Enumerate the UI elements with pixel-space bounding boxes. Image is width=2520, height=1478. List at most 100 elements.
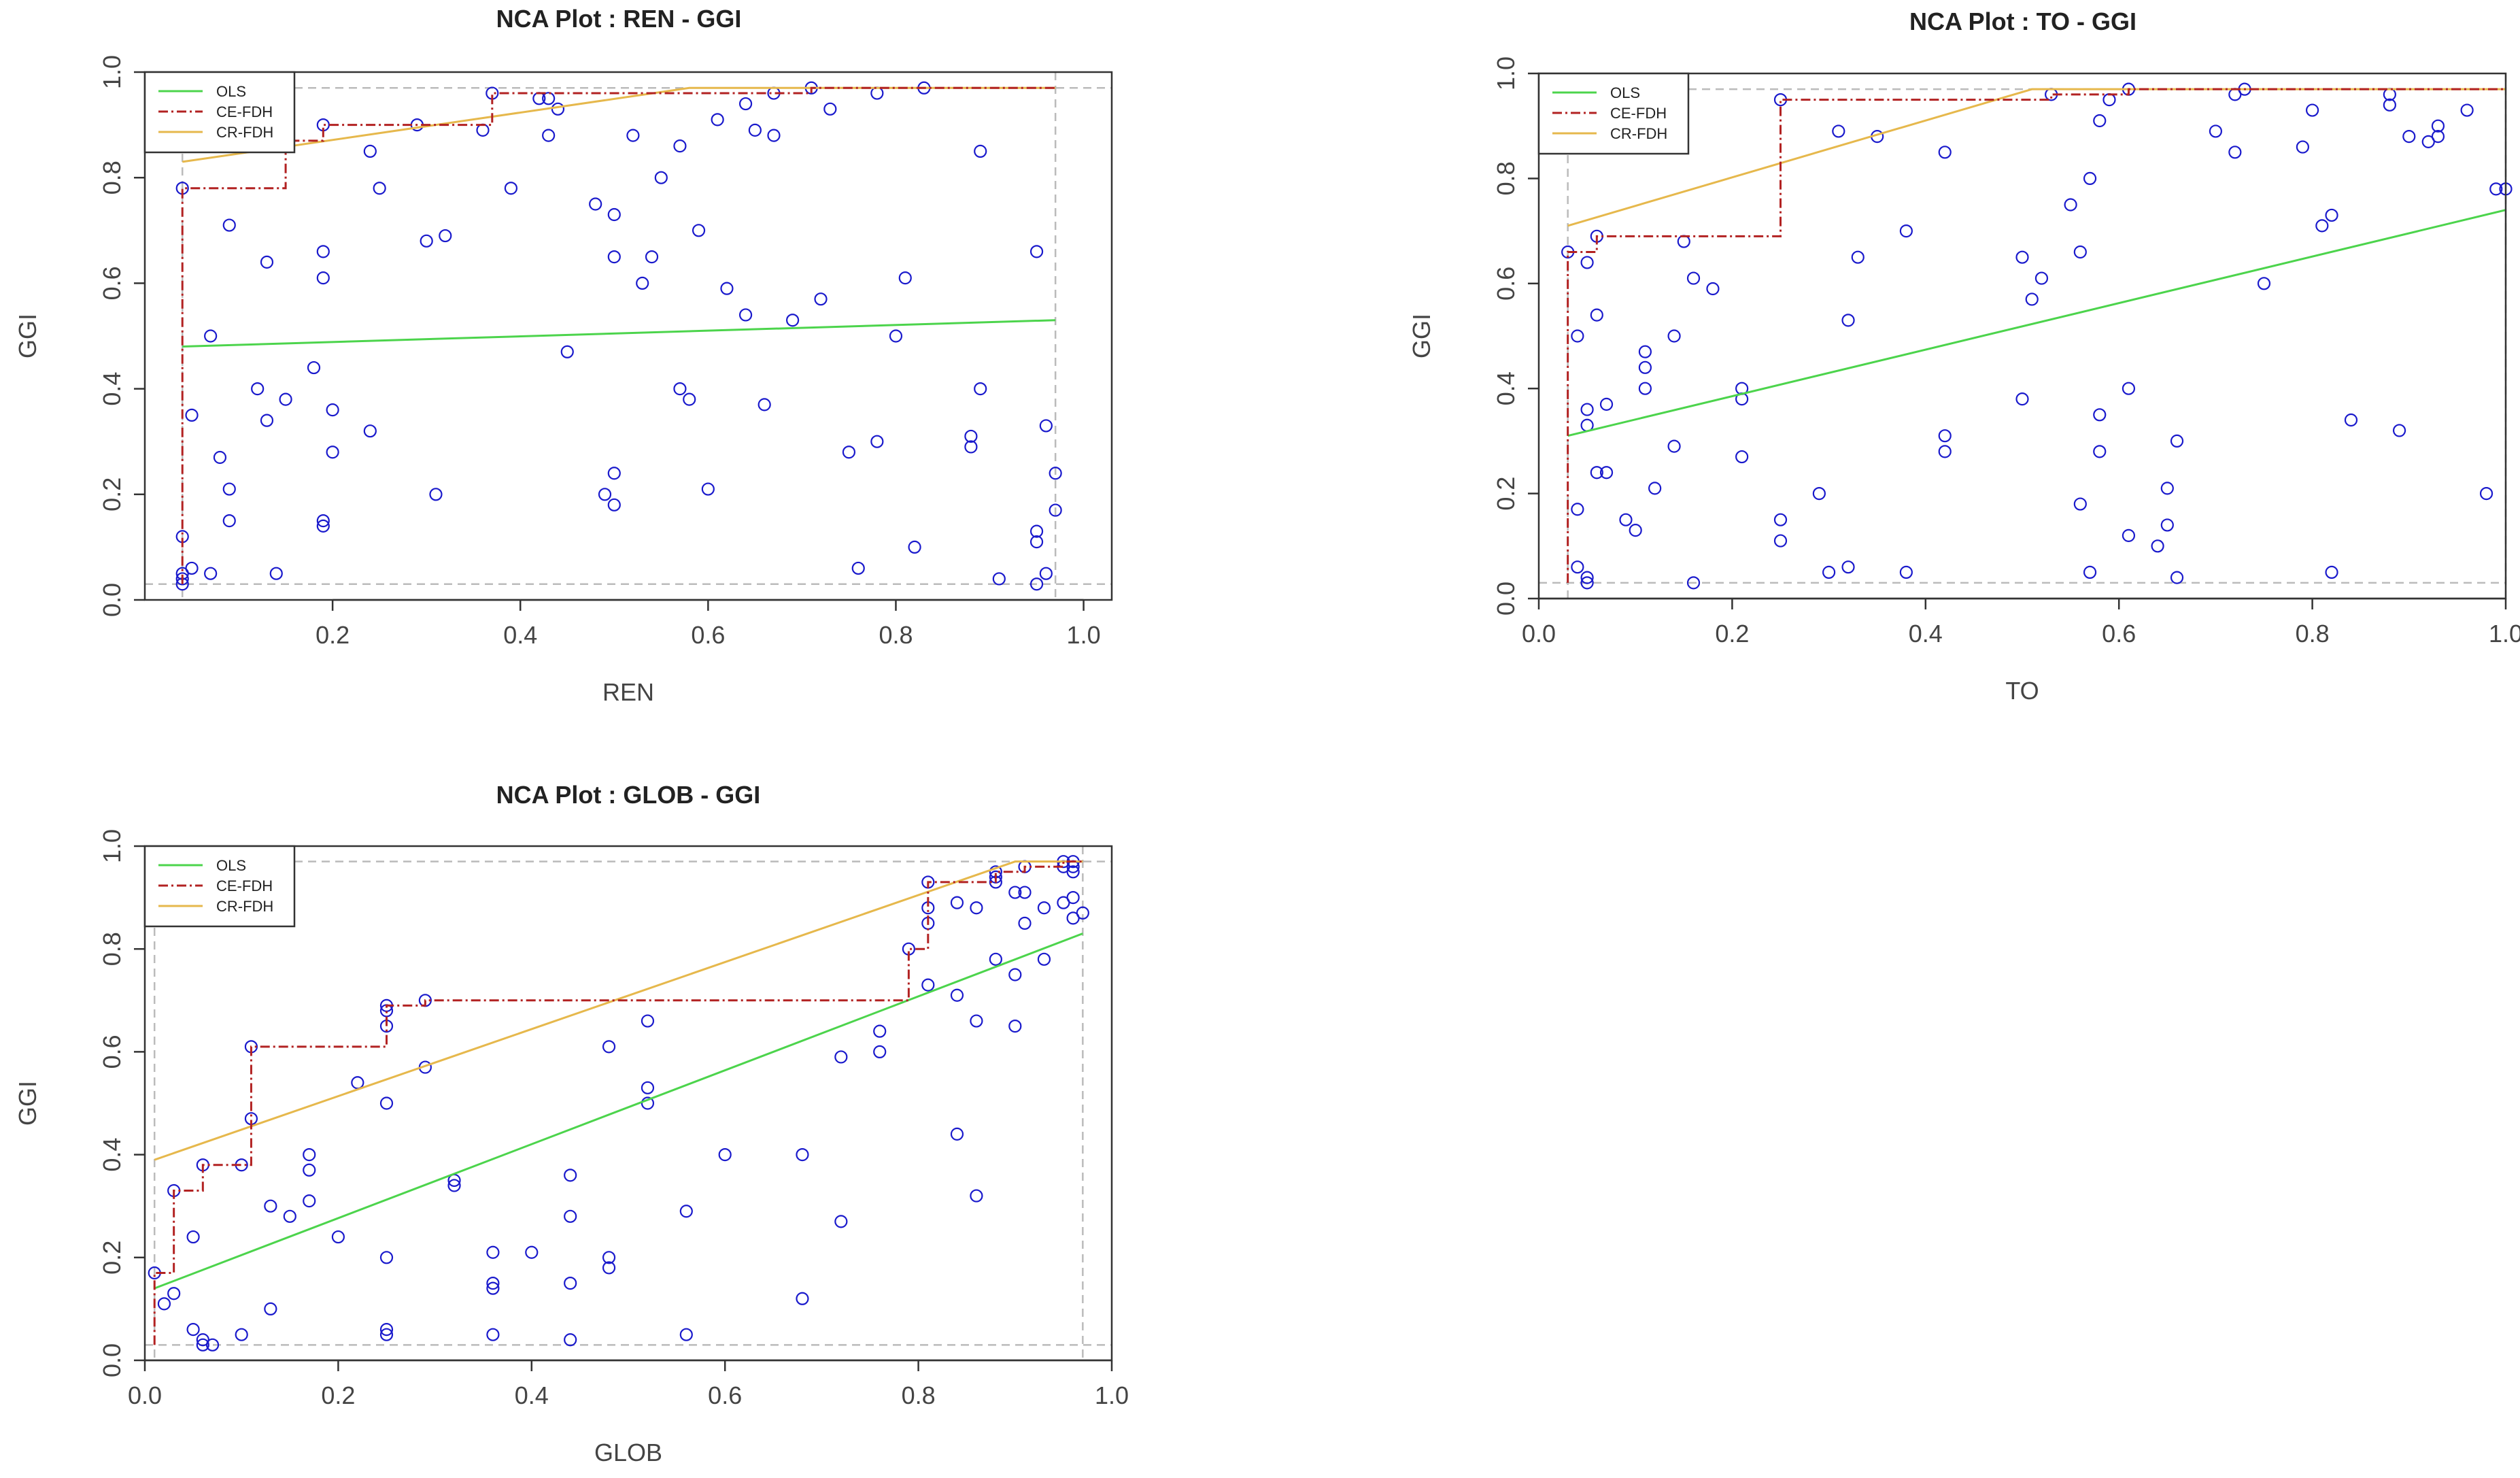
data-point: [970, 901, 983, 915]
data-point: [2073, 245, 2087, 259]
data-point: [738, 308, 753, 322]
data-point: [720, 282, 734, 295]
data-point: [673, 382, 687, 396]
data-point: [379, 1251, 394, 1264]
data-point: [636, 276, 649, 290]
data-point: [1049, 467, 1062, 480]
data-point: [1029, 577, 1044, 591]
x-tick-label: 0.2: [316, 621, 350, 649]
data-point: [767, 129, 781, 142]
data-point: [1667, 439, 1681, 453]
data-point: [701, 482, 715, 496]
x-tick-label: 0.4: [1909, 620, 1943, 648]
ce-fdh-step-line: [1567, 88, 2506, 583]
x-tick-label: 0.2: [321, 1381, 355, 1409]
data-point: [363, 144, 377, 158]
data-point: [654, 171, 668, 184]
data-point: [1599, 466, 1614, 480]
data-point: [551, 102, 565, 116]
data-point: [1638, 382, 1652, 395]
data-point: [1008, 968, 1022, 981]
data-point: [1899, 565, 1913, 580]
data-point: [718, 1147, 732, 1162]
data-point: [842, 446, 856, 459]
data-point: [196, 1338, 209, 1351]
data-point: [1037, 901, 1051, 915]
data-point: [1039, 419, 1053, 433]
data-point: [2257, 277, 2271, 290]
data-point: [2083, 565, 2097, 580]
data-point: [264, 1302, 277, 1316]
data-point: [1571, 560, 1584, 574]
data-point: [1590, 308, 1603, 322]
data-point: [970, 1014, 983, 1028]
data-point: [870, 435, 884, 448]
x-tick-label: 0.4: [515, 1381, 549, 1409]
data-point: [1580, 576, 1594, 590]
data-point: [645, 250, 659, 264]
data-point: [186, 1323, 200, 1337]
ce-fdh-step-line: [181, 86, 1056, 584]
data-point: [851, 561, 865, 575]
x-tick-label: 1.0: [2489, 620, 2520, 648]
data-point: [950, 1127, 964, 1141]
legend: OLS CE-FDH CR-FDH: [1537, 72, 1690, 155]
data-point: [447, 1179, 461, 1192]
data-point: [607, 250, 621, 264]
data-point: [1938, 445, 1952, 458]
data-point: [908, 540, 921, 554]
data-point: [326, 446, 339, 459]
x-tick-label: 0.6: [708, 1381, 742, 1409]
data-point: [303, 1147, 316, 1162]
data-point: [2151, 539, 2164, 553]
data-point: [607, 498, 621, 511]
x-tick-label: 0.4: [503, 621, 537, 649]
data-point: [429, 488, 443, 501]
data-point: [974, 382, 987, 396]
data-point: [823, 102, 837, 116]
data-point: [2431, 130, 2445, 144]
data-point: [964, 429, 978, 443]
y-tick-label: 1.0: [98, 55, 126, 89]
data-point: [2034, 271, 2049, 285]
data-point: [307, 360, 321, 375]
y-axis-label: GGI: [14, 314, 41, 358]
y-tick-label: 0.0: [98, 583, 126, 617]
y-tick-label: 1.0: [1492, 56, 1520, 90]
data-point: [834, 1050, 848, 1064]
ols-line: [154, 933, 1083, 1290]
x-tick-label: 0.6: [2102, 620, 2136, 648]
data-point: [641, 1014, 655, 1028]
data-point: [1899, 224, 1913, 238]
y-tick-label: 0.0: [98, 1343, 126, 1377]
x-tick-label: 1.0: [1095, 1381, 1129, 1409]
y-tick-label: 0.4: [98, 1138, 126, 1172]
data-point: [796, 1147, 809, 1162]
data-point: [222, 514, 236, 528]
data-point: [1638, 345, 1652, 358]
data-point: [2170, 571, 2184, 584]
data-point: [379, 1323, 394, 1337]
data-point: [1580, 256, 1594, 269]
data-point: [2392, 424, 2406, 437]
data-point: [2170, 434, 2184, 448]
data-point: [379, 1096, 394, 1110]
y-tick-label: 0.8: [98, 161, 126, 195]
data-point: [213, 450, 227, 465]
data-point: [974, 144, 987, 158]
x-tick-label: 0.2: [1715, 620, 1749, 648]
data-point: [1571, 329, 1584, 343]
data-point: [796, 1292, 809, 1305]
data-point: [185, 408, 199, 422]
data-point: [204, 329, 218, 343]
data-point: [1841, 314, 1855, 327]
legend-label: OLS: [216, 83, 246, 100]
data-point: [738, 97, 753, 111]
data-point: [316, 271, 330, 285]
data-point: [711, 113, 724, 127]
ols-line: [1567, 209, 2506, 437]
